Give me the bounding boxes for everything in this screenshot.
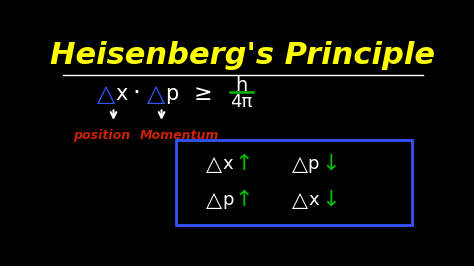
Text: △: △	[206, 153, 222, 174]
Bar	[175, 140, 412, 225]
Text: ↑: ↑	[234, 190, 253, 210]
Text: position: position	[73, 128, 130, 142]
Text: x: x	[115, 84, 128, 104]
Text: △: △	[97, 82, 115, 106]
Text: x: x	[308, 191, 319, 209]
Text: ≥: ≥	[193, 84, 212, 104]
Text: ↑: ↑	[234, 153, 253, 174]
Text: ↓: ↓	[321, 190, 340, 210]
Text: ↓: ↓	[321, 153, 340, 174]
Text: △: △	[147, 82, 165, 106]
Text: △: △	[292, 190, 308, 210]
Text: p: p	[222, 191, 234, 209]
Text: x: x	[223, 155, 234, 173]
Text: Momentum: Momentum	[140, 128, 219, 142]
Text: p: p	[308, 155, 319, 173]
Text: △: △	[292, 153, 308, 174]
Text: Heisenberg's Principle: Heisenberg's Principle	[50, 41, 436, 70]
Text: ·: ·	[133, 81, 141, 105]
Text: △: △	[206, 190, 222, 210]
Text: h: h	[235, 76, 247, 94]
Text: p: p	[165, 84, 178, 104]
Text: 4π: 4π	[230, 93, 253, 111]
